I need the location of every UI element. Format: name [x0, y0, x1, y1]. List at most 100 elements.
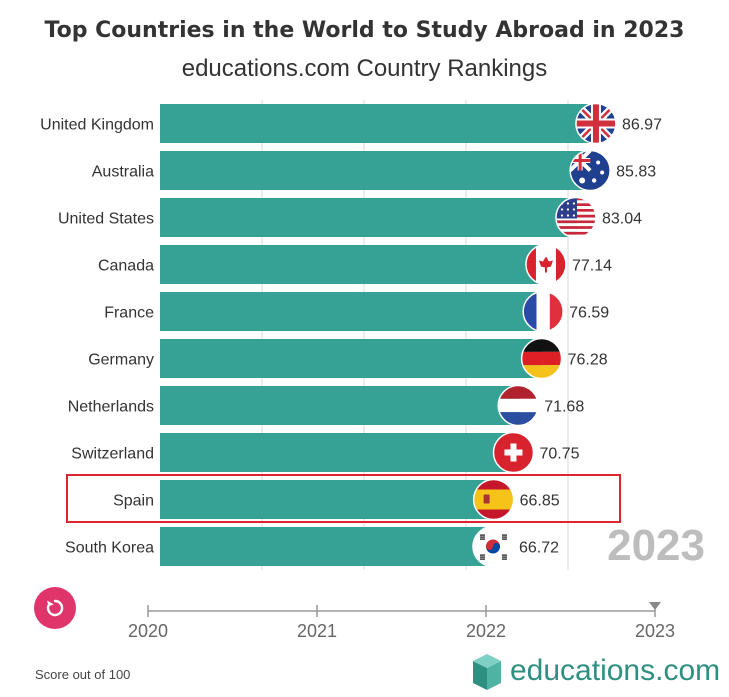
flag-part: [566, 208, 570, 211]
category-label: South Korea: [65, 540, 154, 557]
flag-part: [501, 556, 507, 558]
flag-part: [600, 170, 605, 175]
value-label: 76.59: [569, 305, 609, 322]
bar-spain: [160, 480, 495, 519]
flag-part: [555, 244, 566, 285]
flag-part: [483, 494, 490, 504]
category-label: United Kingdom: [40, 117, 154, 134]
flag-part: [479, 534, 485, 536]
flag-part: [479, 556, 485, 558]
current-year-label: 2023: [607, 521, 705, 570]
value-label: 70.75: [539, 446, 579, 463]
timeline-tick-label[interactable]: 2023: [635, 621, 675, 641]
us-flag-icon: [555, 197, 596, 238]
flag-part: [485, 543, 493, 550]
replay-icon: [46, 599, 64, 617]
category-label: Canada: [98, 258, 154, 275]
timeline-tick-label[interactable]: 2021: [297, 621, 337, 641]
chart-subtitle: educations.com Country Rankings: [181, 55, 548, 82]
flag-border: [492, 431, 535, 474]
bar-france: [160, 292, 545, 331]
value-label: 66.72: [519, 540, 559, 557]
highlight-box: [66, 474, 621, 523]
value-label: 66.85: [520, 493, 560, 510]
flag-part: [525, 244, 536, 285]
flag-part: [560, 214, 564, 217]
flag-part: [501, 554, 507, 556]
category-label: Netherlands: [68, 399, 154, 416]
flag-part: [579, 177, 586, 184]
flag-part: [572, 214, 576, 217]
flag-part: [572, 202, 576, 205]
value-label: 77.14: [572, 258, 612, 275]
flag-part: [536, 291, 550, 332]
value-label: 76.28: [568, 352, 608, 369]
flag-part: [555, 220, 596, 224]
flag-border: [472, 478, 515, 521]
bar-united-kingdom: [160, 104, 597, 143]
timeline-tick-label[interactable]: 2022: [466, 621, 506, 641]
flag-part: [555, 231, 596, 235]
flag-part: [501, 538, 507, 540]
timeline-handle[interactable]: [649, 602, 661, 610]
flag-part: [555, 234, 596, 238]
uk-flag-icon: [575, 103, 616, 144]
flag-part: [538, 256, 553, 273]
flag-border: [472, 525, 514, 568]
canada-flag-icon: [525, 244, 566, 285]
flag-part: [566, 202, 570, 205]
flag-border: [520, 337, 563, 380]
category-label: Switzerland: [71, 446, 154, 463]
value-label: 85.83: [616, 164, 656, 181]
bar-south-korea: [160, 527, 494, 566]
value-label: 86.97: [622, 117, 662, 134]
bar-chart: 2023 United Kingdom 86.97 Australia 85.83 Uni…: [40, 100, 705, 641]
value-label: 83.04: [602, 211, 642, 228]
replay-button[interactable]: [34, 587, 76, 629]
educations-book-logo-icon: [473, 654, 501, 690]
australia-flag-icon: [570, 150, 611, 191]
flag-part: [555, 217, 596, 221]
flag-part: [555, 223, 596, 227]
flag-border: [525, 243, 567, 286]
flag-part: [591, 178, 597, 183]
bar-germany: [160, 339, 543, 378]
category-label: France: [104, 305, 154, 322]
flag-part: [521, 351, 562, 366]
score-note: Score out of 100: [35, 667, 131, 682]
switzerland-flag-icon: [493, 432, 534, 473]
flag-border: [575, 102, 617, 145]
flag-part: [560, 208, 564, 211]
flag-part: [566, 214, 570, 217]
flag-part: [572, 208, 576, 211]
flag-border: [569, 149, 611, 192]
flag-part: [492, 543, 500, 550]
bar-netherlands: [160, 386, 520, 425]
flag-part: [479, 558, 485, 560]
spain-flag-icon: [473, 479, 514, 520]
brand-logo: educations.com: [472, 651, 720, 691]
timeline-tick-label[interactable]: 2020: [128, 621, 168, 641]
south-korea-flag-icon: [472, 526, 513, 567]
flag-part: [501, 536, 507, 538]
flag-part: [570, 159, 591, 162]
flag-part: [596, 160, 601, 165]
bar-united-states: [160, 198, 577, 237]
flag-part: [555, 228, 596, 232]
category-label: Germany: [88, 352, 154, 369]
category-label: Australia: [92, 164, 154, 181]
bar-canada: [160, 245, 547, 284]
category-label: United States: [58, 211, 154, 228]
brand-name: educations.com: [510, 654, 721, 687]
flag-border: [555, 196, 597, 239]
bar-switzerland: [160, 433, 515, 472]
bar-australia: [160, 151, 592, 190]
flag-part: [504, 449, 523, 456]
flag-part: [501, 558, 507, 560]
category-label: Spain: [113, 493, 154, 510]
flag-border: [522, 290, 564, 333]
timeline-axis[interactable]: 2020 2021 2022 2023: [128, 602, 675, 641]
flag-part: [501, 534, 507, 536]
flag-part: [555, 226, 596, 229]
flag-part: [479, 554, 485, 556]
